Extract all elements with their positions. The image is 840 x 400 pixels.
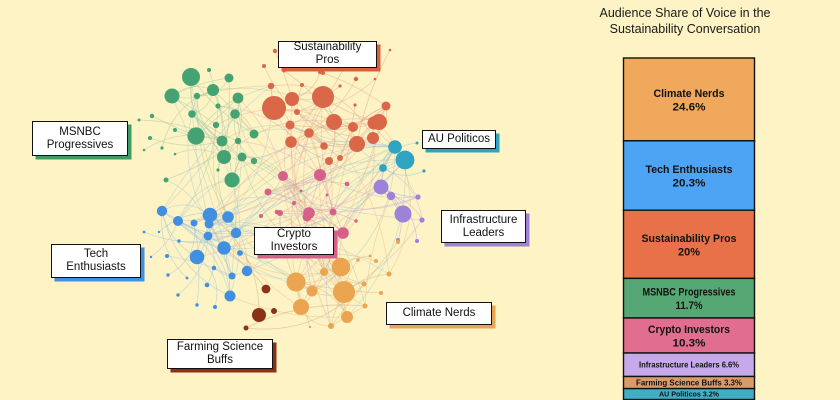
svg-text:Crypto Investors: Crypto Investors [648,324,730,336]
svg-text:20%: 20% [678,246,700,258]
svg-text:Infrastructure Leaders 6.6%: Infrastructure Leaders 6.6% [639,361,739,370]
svg-text:11.7%: 11.7% [676,300,703,312]
svg-text:MSNBC Progressives: MSNBC Progressives [643,287,736,299]
svg-text:24.6%: 24.6% [673,101,706,113]
svg-text:Sustainability Pros: Sustainability Pros [642,233,737,245]
svg-text:Farming Science Buffs 3.3%: Farming Science Buffs 3.3% [636,378,742,387]
svg-text:20.3%: 20.3% [673,178,706,190]
svg-text:10.3%: 10.3% [673,338,706,350]
svg-text:AU Politicos 3.2%: AU Politicos 3.2% [659,392,720,399]
svg-text:Climate Nerds: Climate Nerds [654,88,725,100]
svg-text:Tech Enthusiasts: Tech Enthusiasts [646,164,733,176]
